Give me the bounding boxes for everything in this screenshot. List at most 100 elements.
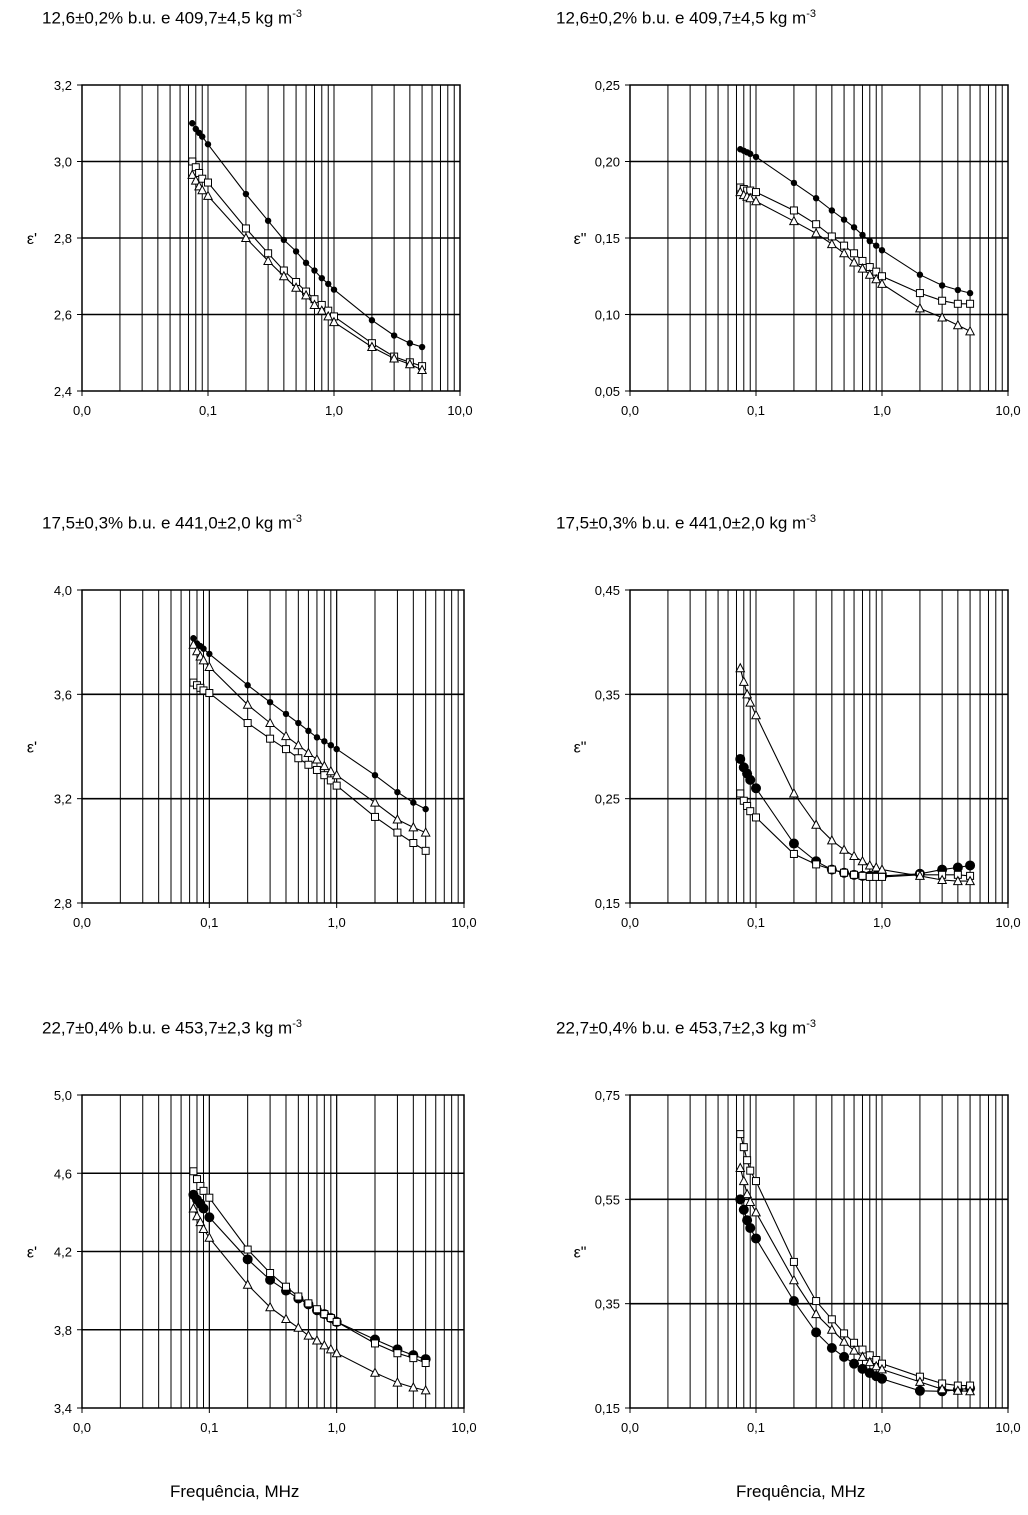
- y-tick-label: 0,75: [595, 1088, 620, 1103]
- data-point: [914, 1376, 925, 1386]
- x-tick-label: 0,0: [621, 403, 639, 418]
- data-point: [371, 771, 379, 779]
- chart-6-svg: 0,15 0,35 0,55 0,75 0,0 0,1 1,0 10,0 ε": [574, 1088, 1021, 1435]
- x-tick-label: 0,1: [200, 915, 218, 930]
- y-tick-label: 3,2: [54, 792, 72, 807]
- data-point: [914, 302, 925, 313]
- data-point: [849, 850, 860, 861]
- y-tick-label: 0,35: [595, 687, 620, 702]
- chart-1-svg: 2,4 2,6 2,8 3,0 3,2 0,0 0,1 1,0 10,0 ε': [27, 78, 473, 418]
- data-point: [937, 874, 948, 885]
- data-point: [240, 232, 251, 242]
- data-point: [369, 797, 381, 807]
- data-point: [811, 819, 822, 829]
- y-axis-label: ε": [574, 1245, 587, 1262]
- data-point: [205, 689, 214, 698]
- y-tick-label: 2,8: [54, 896, 72, 911]
- y-tick-label: 0,10: [595, 308, 620, 323]
- data-point: [965, 1385, 976, 1396]
- data-point: [266, 1269, 275, 1278]
- chart-title: 17,5±0,3% b.u. e 441,0±2,0 kg m-3: [556, 513, 816, 533]
- data-point: [323, 310, 334, 321]
- data-point: [839, 1351, 850, 1362]
- data-point: [788, 1296, 799, 1307]
- data-point: [278, 270, 289, 281]
- data-point: [204, 178, 212, 187]
- data-point: [263, 255, 274, 265]
- data-point: [200, 645, 207, 652]
- data-point: [422, 805, 429, 813]
- data-point: [871, 273, 882, 284]
- x-tick-label: 1,0: [873, 1420, 891, 1435]
- data-point: [965, 325, 976, 336]
- x-tick-label: 1,0: [328, 1420, 346, 1435]
- data-point: [370, 1339, 379, 1348]
- data-point: [878, 872, 886, 881]
- data-point: [751, 1233, 761, 1244]
- data-point: [788, 215, 799, 226]
- data-point: [304, 1299, 313, 1308]
- data-point: [914, 870, 925, 880]
- data-point: [294, 1292, 303, 1301]
- data-point: [840, 868, 849, 877]
- series-3-line: [739, 1167, 971, 1392]
- data-point: [205, 1193, 214, 1202]
- data-point: [866, 237, 873, 245]
- data-point: [330, 286, 338, 293]
- data-point: [265, 717, 276, 728]
- data-point: [965, 875, 976, 886]
- chart-4-svg: 0,15 0,25 0,35 0,45 0,0 0,1 1,0 10,0 ε": [574, 583, 1021, 930]
- data-point: [264, 217, 272, 224]
- data-point: [316, 305, 327, 315]
- data-point: [742, 1215, 753, 1226]
- data-point: [857, 1351, 868, 1361]
- data-point: [745, 697, 756, 707]
- data-point: [789, 206, 798, 215]
- chart-title: 22,7±0,4% b.u. e 453,7±2,3 kg m-3: [42, 1018, 302, 1038]
- x-tick-label: 0,0: [73, 1420, 91, 1435]
- y-tick-label: 0,25: [595, 78, 620, 93]
- data-point: [280, 1313, 292, 1323]
- data-point: [393, 828, 402, 837]
- data-point: [331, 1347, 342, 1358]
- data-point: [293, 1322, 304, 1332]
- plot-frame: [81, 1094, 465, 1409]
- data-point: [393, 1349, 402, 1358]
- x-tick-label: 10,0: [447, 403, 472, 418]
- data-point: [873, 242, 880, 249]
- chart-panel-6: 22,7±0,4% b.u. e 453,7±2,3 kg m-3 0,15 0,…: [514, 1010, 1028, 1515]
- data-point: [325, 1343, 336, 1354]
- series-1-line: [740, 148, 971, 294]
- data-point: [742, 1188, 753, 1199]
- data-point: [189, 1167, 198, 1176]
- chart-title: 12,6±0,2% b.u. e 409,7±4,5 kg m-3: [42, 8, 302, 28]
- data-point: [198, 1203, 209, 1214]
- data-point: [839, 1336, 850, 1346]
- series-1-line: [191, 123, 423, 348]
- y-axis-label: ε': [27, 231, 37, 248]
- x-tick-label: 10,0: [995, 403, 1020, 418]
- data-point: [745, 1223, 756, 1234]
- data-point: [295, 719, 302, 727]
- x-tick-label: 1,0: [873, 915, 891, 930]
- data-point: [370, 812, 379, 821]
- data-point: [333, 745, 340, 753]
- y-tick-label: 0,05: [595, 384, 620, 399]
- data-point: [190, 635, 197, 642]
- data-point: [812, 860, 821, 869]
- y-tick-label: 3,8: [54, 1323, 72, 1338]
- data-point: [392, 1376, 403, 1387]
- data-point: [826, 1324, 837, 1334]
- data-point: [840, 216, 848, 223]
- data-point: [849, 1358, 860, 1369]
- data-point: [745, 192, 756, 203]
- data-point: [420, 1384, 431, 1395]
- x-tick-label: 0,0: [73, 403, 91, 418]
- data-point: [204, 1232, 215, 1242]
- x-tick-label: 10,0: [995, 915, 1020, 930]
- data-point: [876, 278, 888, 288]
- data-point: [752, 188, 760, 197]
- data-point: [849, 1345, 860, 1355]
- data-point: [850, 870, 859, 879]
- series-1-line: [192, 637, 426, 810]
